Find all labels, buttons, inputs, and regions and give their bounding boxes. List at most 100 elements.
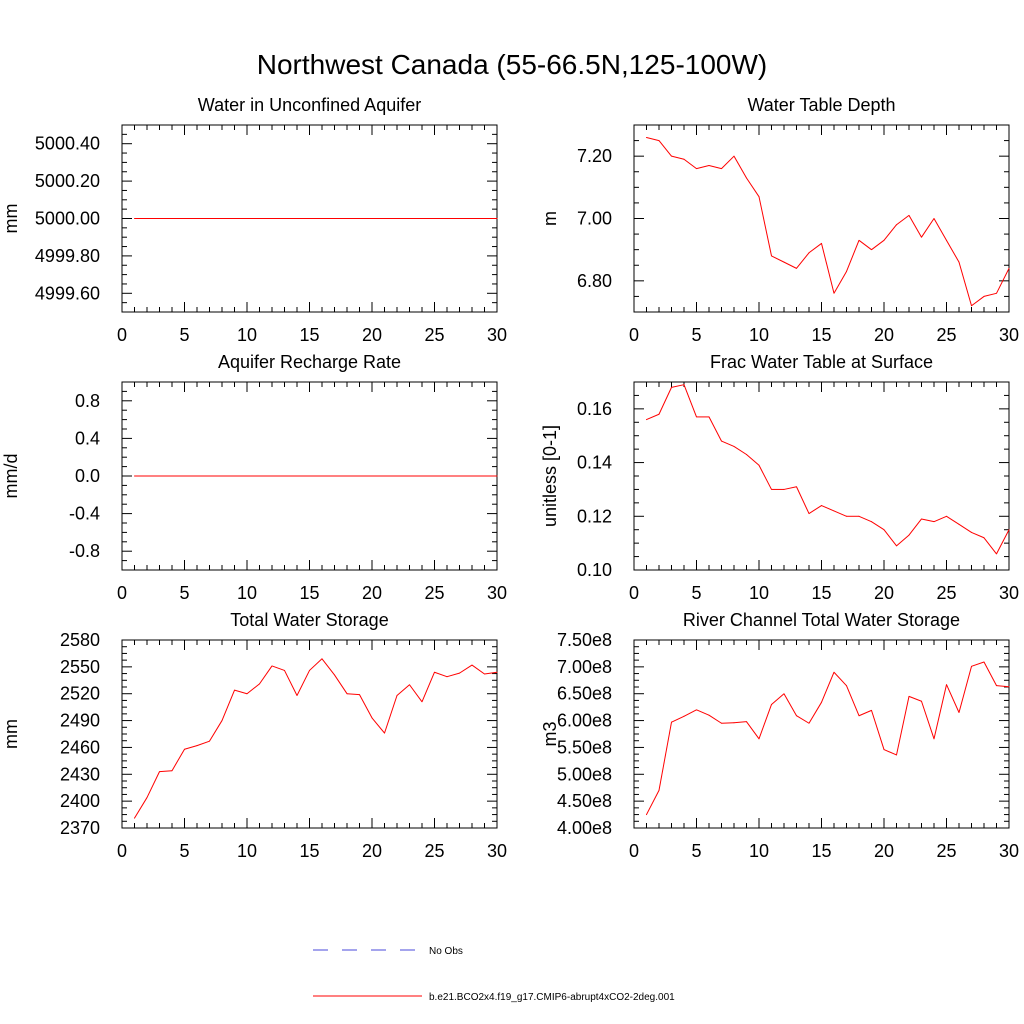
series-segment (908, 215, 922, 238)
y-tick-label: 0.10 (577, 560, 612, 580)
y-tick-label: 0.8 (75, 391, 100, 411)
data-point (459, 218, 460, 219)
data-point (446, 475, 448, 477)
series-segment (146, 771, 160, 798)
x-tick-label: 10 (749, 841, 769, 861)
data-point (983, 537, 985, 539)
x-tick-label: 25 (936, 841, 956, 861)
series-segment (796, 486, 810, 514)
y-axis-label: m (540, 211, 560, 226)
data-point (271, 218, 273, 219)
x-tick-label: 0 (117, 583, 127, 603)
series-segment (721, 440, 735, 447)
data-point (646, 814, 647, 816)
series-segment (883, 224, 897, 241)
data-point (284, 669, 285, 671)
series-segment (846, 685, 860, 716)
data-point (221, 720, 223, 722)
data-point (1008, 529, 1010, 531)
data-point (484, 218, 485, 219)
series-segment (783, 693, 797, 716)
data-point (1008, 686, 1010, 688)
x-tick-label: 15 (299, 325, 319, 345)
series-segment (946, 515, 960, 525)
series-segment (921, 701, 935, 739)
series-segment (708, 165, 722, 170)
y-tick-label: 4.00e8 (557, 818, 612, 838)
data-point (833, 671, 835, 673)
y-axis-label: mm (1, 719, 21, 749)
data-point (721, 722, 722, 724)
series-segment (871, 239, 885, 251)
series-segment (658, 722, 672, 791)
y-tick-label: 6.00e8 (557, 711, 612, 731)
series-segment (958, 523, 972, 533)
x-tick-label: 20 (874, 583, 894, 603)
data-point (846, 685, 847, 687)
data-point (246, 693, 248, 695)
panel-6: River Channel Total Water Storage 0 5 10 15 2… (540, 610, 1019, 861)
data-point (796, 267, 797, 269)
series-segment (808, 702, 822, 724)
x-tick-label: 5 (179, 583, 189, 603)
series-segment (833, 510, 847, 517)
data-point (159, 475, 160, 477)
series-segment (821, 505, 835, 512)
series-segment (983, 661, 997, 686)
x-tick-label: 10 (749, 325, 769, 345)
data-point (271, 475, 273, 477)
data-point (134, 475, 135, 477)
data-point (259, 683, 260, 685)
data-point (334, 674, 335, 676)
data-point (658, 413, 660, 415)
data-point (209, 475, 210, 477)
data-point (746, 454, 747, 456)
y-tick-label: 0.14 (577, 453, 612, 473)
series-segment (646, 790, 660, 815)
legend-label-model: b.e21.BCO2x4.f19_g17.CMIP6-abrupt4xCO2-2… (429, 992, 675, 1003)
x-tick-label: 15 (811, 841, 831, 861)
series-segment (259, 665, 273, 685)
data-point (683, 384, 685, 386)
data-point (471, 475, 473, 477)
series-segment (771, 693, 785, 705)
data-point (371, 475, 373, 477)
series-segment (746, 177, 760, 197)
data-point (846, 515, 847, 517)
series-line (134, 658, 498, 819)
data-point (471, 218, 473, 219)
data-point (234, 475, 235, 477)
series-segment (983, 537, 997, 555)
data-point (196, 475, 198, 477)
data-point (771, 488, 772, 490)
series-segment (908, 695, 922, 702)
x-tick-label: 5 (179, 325, 189, 345)
data-point (171, 475, 173, 477)
plot-frame (121, 639, 498, 829)
data-point (908, 534, 910, 536)
y-tick-label: 2370 (60, 818, 100, 838)
data-point (234, 689, 235, 691)
data-point (933, 521, 935, 523)
data-point (246, 475, 248, 477)
data-point (821, 505, 822, 507)
series-segment (921, 218, 935, 238)
data-point (896, 754, 897, 756)
data-point (858, 715, 860, 717)
x-tick-label: 20 (874, 325, 894, 345)
data-point (146, 475, 148, 477)
main-title: Northwest Canada (55-66.5N,125-100W) (257, 49, 767, 80)
data-point (309, 218, 310, 219)
series-segment (896, 214, 910, 226)
series-segment (983, 292, 997, 297)
data-point (808, 513, 810, 515)
data-point (833, 292, 835, 294)
data-point (871, 249, 872, 251)
series-segment (796, 252, 810, 269)
x-tick-label: 30 (999, 841, 1019, 861)
panel-5: Total Water Storage 0 5 10 15 20 25 30 2370 2400 2… (1, 610, 507, 861)
x-tick-label: 20 (362, 841, 382, 861)
y-tick-label: 2580 (60, 630, 100, 650)
panel-3: Aquifer Recharge Rate 0 5 10 15 20 25 30 -0.8 -0.… (1, 352, 507, 603)
